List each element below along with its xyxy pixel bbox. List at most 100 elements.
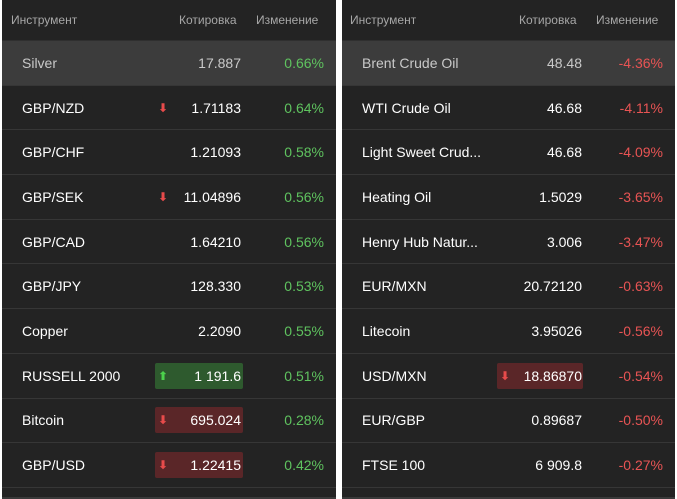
price-change-highlight [155,407,243,434]
quote-value: 1.21093 [190,144,241,161]
change-value: -4.11% [619,99,663,116]
down-arrow-icon: ⬇ [158,100,169,115]
instrument-name[interactable]: GBP/JPY [22,278,82,295]
instrument-name[interactable]: GBP/CHF [22,144,85,161]
change-value: -4.36% [618,54,663,71]
change-value: -0.54% [618,367,663,384]
table-row[interactable]: Silver 17.887 0.66% [2,41,336,86]
instrument-name[interactable]: GBP/SEK [22,188,84,205]
change-value: -4.09% [618,144,663,161]
header-quote[interactable]: Котировка [179,13,237,27]
table-row[interactable]: EUR/MXN 20.72120 -0.63% [342,264,675,310]
down-arrow-icon: ⬇ [500,368,511,383]
header-quote[interactable]: Котировка [519,13,577,27]
quote-value: 3.006 [546,233,582,250]
change-value: 0.56% [284,233,324,250]
change-value: 0.55% [284,322,324,339]
down-arrow-icon: ⬇ [158,413,169,428]
instrument-name[interactable]: GBP/CAD [22,233,86,250]
table-row[interactable]: Litecoin 3.95026 -0.56% [342,309,675,354]
table-row[interactable]: GBP/CHF 1.21093 0.58% [2,130,336,176]
table-body: Brent Crude Oil 48.48 -4.36% WTI Crude Oil 4… [342,41,675,488]
table-row[interactable]: Brent Crude Oil 48.48 -4.36% [342,41,675,86]
price-change-highlight [155,362,243,389]
table-row[interactable]: GBP/NZD ⬇ 1.71183 0.64% [2,86,336,131]
instrument-name[interactable]: Copper [22,322,68,339]
up-arrow-icon: ⬆ [158,368,169,383]
change-value: -3.47% [618,233,663,250]
header-instrument[interactable]: Инструмент [350,13,417,27]
change-value: 0.58% [284,144,324,161]
instrument-name[interactable]: USD/MXN [362,367,427,384]
table-row[interactable]: GBP/SEK ⬇ 11.04896 0.56% [2,175,336,220]
quotes-table-right: Инструмент Котировка Изменение Brent Cru… [342,0,675,499]
instrument-name[interactable]: Light Sweet Crud... [362,144,482,161]
change-value: 0.51% [284,367,324,384]
down-arrow-icon: ⬇ [158,458,169,473]
instrument-name[interactable]: Henry Hub Natur... [362,233,478,250]
change-value: -0.50% [618,412,663,429]
quote-value: 48.48 [546,54,582,71]
change-value: 0.42% [284,457,324,474]
table-row[interactable]: WTI Crude Oil 46.68 -4.11% [342,86,675,131]
quote-value: 1.71183 [191,99,241,116]
table-row[interactable]: Heating Oil 1.5029 -3.65% [342,175,675,220]
quote-value: 18.86870 [523,367,582,384]
instrument-name[interactable]: Brent Crude Oil [362,54,459,71]
change-value: 0.66% [284,54,324,71]
header-instrument[interactable]: Инструмент [11,13,78,27]
quote-value: 2.2090 [198,322,241,339]
down-arrow-icon: ⬇ [158,189,169,204]
table-header: Инструмент Котировка Изменение [2,0,336,41]
table-row[interactable]: GBP/USD ⬇ 1.22415 0.42% [2,443,336,488]
table-row[interactable]: RUSSELL 2000 ⬆ 1 191.6 0.51% [2,354,336,399]
table-row[interactable]: GBP/JPY 128.330 0.53% [2,264,336,310]
quote-value: 46.68 [546,99,582,116]
quotes-table-left: Инструмент Котировка Изменение Silver 17.… [2,0,336,499]
change-value: -0.56% [618,322,663,339]
quote-value: 1.5029 [539,188,582,205]
table-row[interactable]: FTSE 100 6 909.8 -0.27% [342,443,675,488]
change-value: 0.64% [284,99,324,116]
header-change[interactable]: Изменение [256,13,319,27]
change-value: -3.65% [618,188,663,205]
table-row[interactable]: Light Sweet Crud... 46.68 -4.09% [342,130,675,176]
quote-value: 17.887 [198,54,241,71]
change-value: -0.27% [618,457,663,474]
instrument-name[interactable]: Heating Oil [362,188,432,205]
instrument-name[interactable]: Litecoin [362,322,411,339]
instrument-name[interactable]: EUR/MXN [362,278,427,295]
instrument-name[interactable]: GBP/NZD [22,99,85,116]
instrument-name[interactable]: RUSSELL 2000 [22,367,121,384]
quote-value: 128.330 [190,278,241,295]
instrument-name[interactable]: Bitcoin [22,412,65,429]
table-row[interactable]: GBP/CAD 1.64210 0.56% [2,220,336,265]
instrument-name[interactable]: FTSE 100 [362,457,426,474]
table-body: Silver 17.887 0.66% GBP/NZD ⬇ 1.71183 0.64% GBP… [2,41,336,488]
quote-value: 1.64210 [190,233,241,250]
table-row[interactable]: Copper 2.2090 0.55% [2,309,336,354]
header-change[interactable]: Изменение [596,13,659,27]
quote-value: 695.024 [190,412,241,429]
quote-value: 1.22415 [190,457,241,474]
instrument-name[interactable]: Silver [22,54,58,71]
instrument-name[interactable]: EUR/GBP [362,412,426,429]
quote-value: 11.04896 [183,188,241,205]
table-row[interactable]: EUR/GBP 0.89687 -0.50% [342,399,675,444]
table-row[interactable]: Henry Hub Natur... 3.006 -3.47% [342,220,675,265]
quote-value: 3.95026 [531,322,582,339]
instrument-name[interactable]: GBP/USD [22,457,86,474]
table-header: Инструмент Котировка Изменение [342,0,675,41]
price-change-highlight [155,452,243,479]
table-row[interactable]: USD/MXN ⬇ 18.86870 -0.54% [342,354,675,399]
quote-value: 0.89687 [531,412,582,429]
change-value: 0.56% [284,188,324,205]
change-value: 0.53% [284,278,324,295]
instrument-name[interactable]: WTI Crude Oil [362,99,451,116]
table-row[interactable]: Bitcoin ⬇ 695.024 0.28% [2,399,336,444]
change-value: 0.28% [284,412,324,429]
price-change-highlight [497,362,583,389]
quote-value: 1 191.6 [194,367,241,384]
quote-value: 20.72120 [523,278,582,295]
quote-value: 6 909.8 [535,457,582,474]
